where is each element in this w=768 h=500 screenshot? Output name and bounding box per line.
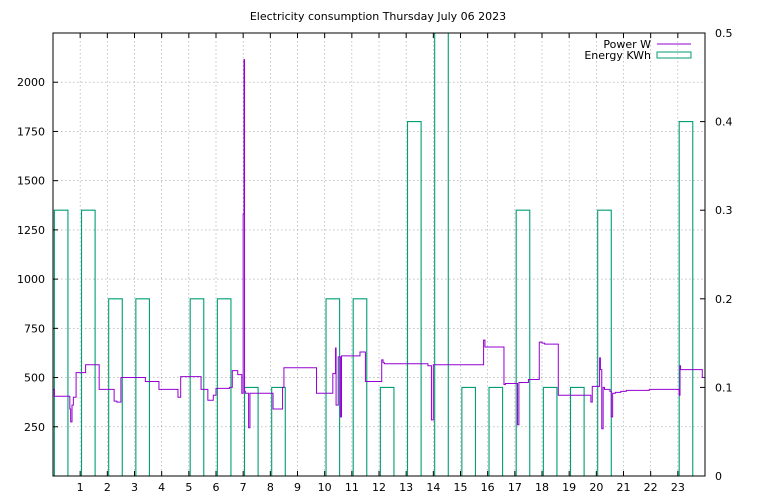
energy-bar: [325, 298, 341, 476]
energy-bar: [108, 298, 123, 476]
legend-swatch-energy: [656, 51, 692, 59]
energy-bar: [271, 386, 286, 476]
y-tick-label: 1250: [17, 224, 45, 237]
y2-tick-label: 0.5: [715, 27, 733, 40]
x-tick-label: 4: [158, 481, 165, 494]
x-tick-label: 3: [131, 481, 138, 494]
energy-bar: [515, 209, 531, 476]
y-tick-label: 250: [24, 421, 45, 434]
x-tick-label: 8: [267, 481, 274, 494]
y-tick-label: 500: [24, 372, 45, 385]
energy-bar: [80, 209, 96, 476]
x-tick-label: 1: [77, 481, 84, 494]
x-tick-label: 11: [345, 481, 359, 494]
y2-tick-label: 0: [715, 470, 722, 483]
y-tick-label: 1500: [17, 175, 45, 188]
energy-bar: [53, 209, 69, 476]
energy-bar: [542, 386, 558, 476]
x-tick-label: 18: [535, 481, 549, 494]
legend-label-power: Power W: [603, 38, 651, 51]
x-tick-label: 9: [294, 481, 301, 494]
energy-bar: [678, 121, 694, 476]
energy-bar: [406, 121, 422, 476]
axes: 1 2 3 4 5 6 7 8 9 10 11 12 13 14 15 16 17 18 19 20 21 22 23250…: [17, 27, 733, 494]
x-tick-label: 20: [589, 481, 603, 494]
x-tick-label: 13: [399, 481, 413, 494]
energy-bar: [243, 386, 259, 476]
x-tick-label: 10: [318, 481, 332, 494]
energy-bar: [569, 386, 585, 476]
energy-bar: [135, 298, 150, 476]
x-tick-label: 23: [671, 481, 685, 494]
chart-title: Electricity consumption Thursday July 06…: [250, 10, 506, 23]
y2-tick-label: 0.2: [715, 293, 733, 306]
x-tick-label: 15: [454, 481, 468, 494]
x-tick-label: 22: [644, 481, 658, 494]
x-tick-label: 16: [481, 481, 495, 494]
y-tick-label: 1000: [17, 273, 45, 286]
energy-bar: [597, 209, 612, 476]
x-tick-label: 21: [617, 481, 631, 494]
y-tick-label: 1750: [17, 125, 45, 138]
y2-tick-label: 0.3: [715, 204, 733, 217]
y-tick-label: 750: [24, 322, 45, 335]
grid-lines: [53, 33, 705, 476]
x-tick-label: 12: [372, 481, 386, 494]
x-tick-label: 2: [104, 481, 111, 494]
x-tick-label: 5: [185, 481, 192, 494]
x-tick-label: 7: [240, 481, 247, 494]
energy-bar: [189, 298, 205, 476]
x-tick-label: 19: [562, 481, 576, 494]
power-series: [53, 59, 706, 430]
energy-bar: [488, 386, 504, 476]
energy-bar: [379, 386, 395, 476]
x-tick-label: 17: [508, 481, 522, 494]
y-tick-label: 2000: [17, 76, 45, 89]
y2-tick-label: 0.4: [715, 116, 733, 129]
x-tick-label: 14: [426, 481, 440, 494]
legend-label-energy: Energy KWh: [584, 49, 651, 62]
x-tick-label: 6: [213, 481, 220, 494]
energy-bar: [352, 298, 368, 476]
energy-bar: [461, 386, 476, 476]
y2-tick-label: 0.1: [715, 381, 733, 394]
power-line: [53, 59, 706, 430]
